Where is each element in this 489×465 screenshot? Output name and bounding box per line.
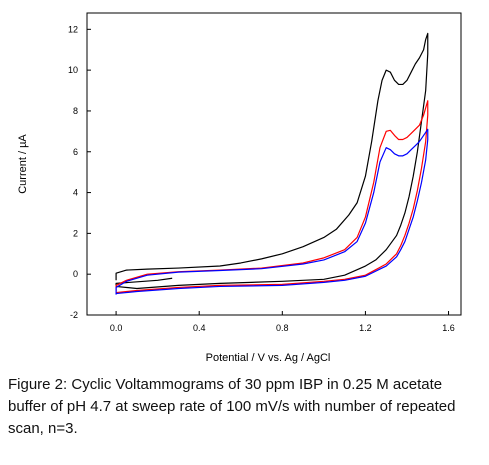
series-black-line [115,32,429,290]
y-ticks-group: -2 0 2 4 6 8 10 12 [68,24,91,320]
series-blue-line [115,128,429,295]
y-tick-label: 4 [73,188,78,198]
y-tick-label: 8 [73,106,78,116]
y-axis-title: Current / µA [17,134,29,194]
x-tick-label: 0.4 [193,323,206,333]
x-ticks-group: 0.0 0.4 0.8 1.2 1.6 [110,311,455,333]
x-axis-title: Potential / V vs. Ag / AgCl [206,352,331,364]
cyclic-voltammogram-chart: 0.0 0.4 0.8 1.2 1.6 -2 0 2 4 6 8 10 12 Potential / … [17,12,462,364]
figure-caption: Figure 2: Cyclic Voltammograms of 30 ppm… [8,376,456,437]
plot-frame [86,12,462,316]
x-tick-label: 0.0 [110,323,123,333]
x-tick-label: 1.2 [359,323,372,333]
y-tick-label: 0 [73,269,78,279]
y-tick-label: 10 [68,65,78,75]
y-tick-label: 6 [73,147,78,157]
y-tick-label: 2 [73,228,78,238]
x-tick-label: 1.6 [442,323,455,333]
y-tick-label: -2 [70,310,78,320]
y-tick-label: 12 [68,24,78,34]
x-tick-label: 0.8 [276,323,289,333]
curves-group [115,32,429,295]
series-red-line [115,100,429,294]
